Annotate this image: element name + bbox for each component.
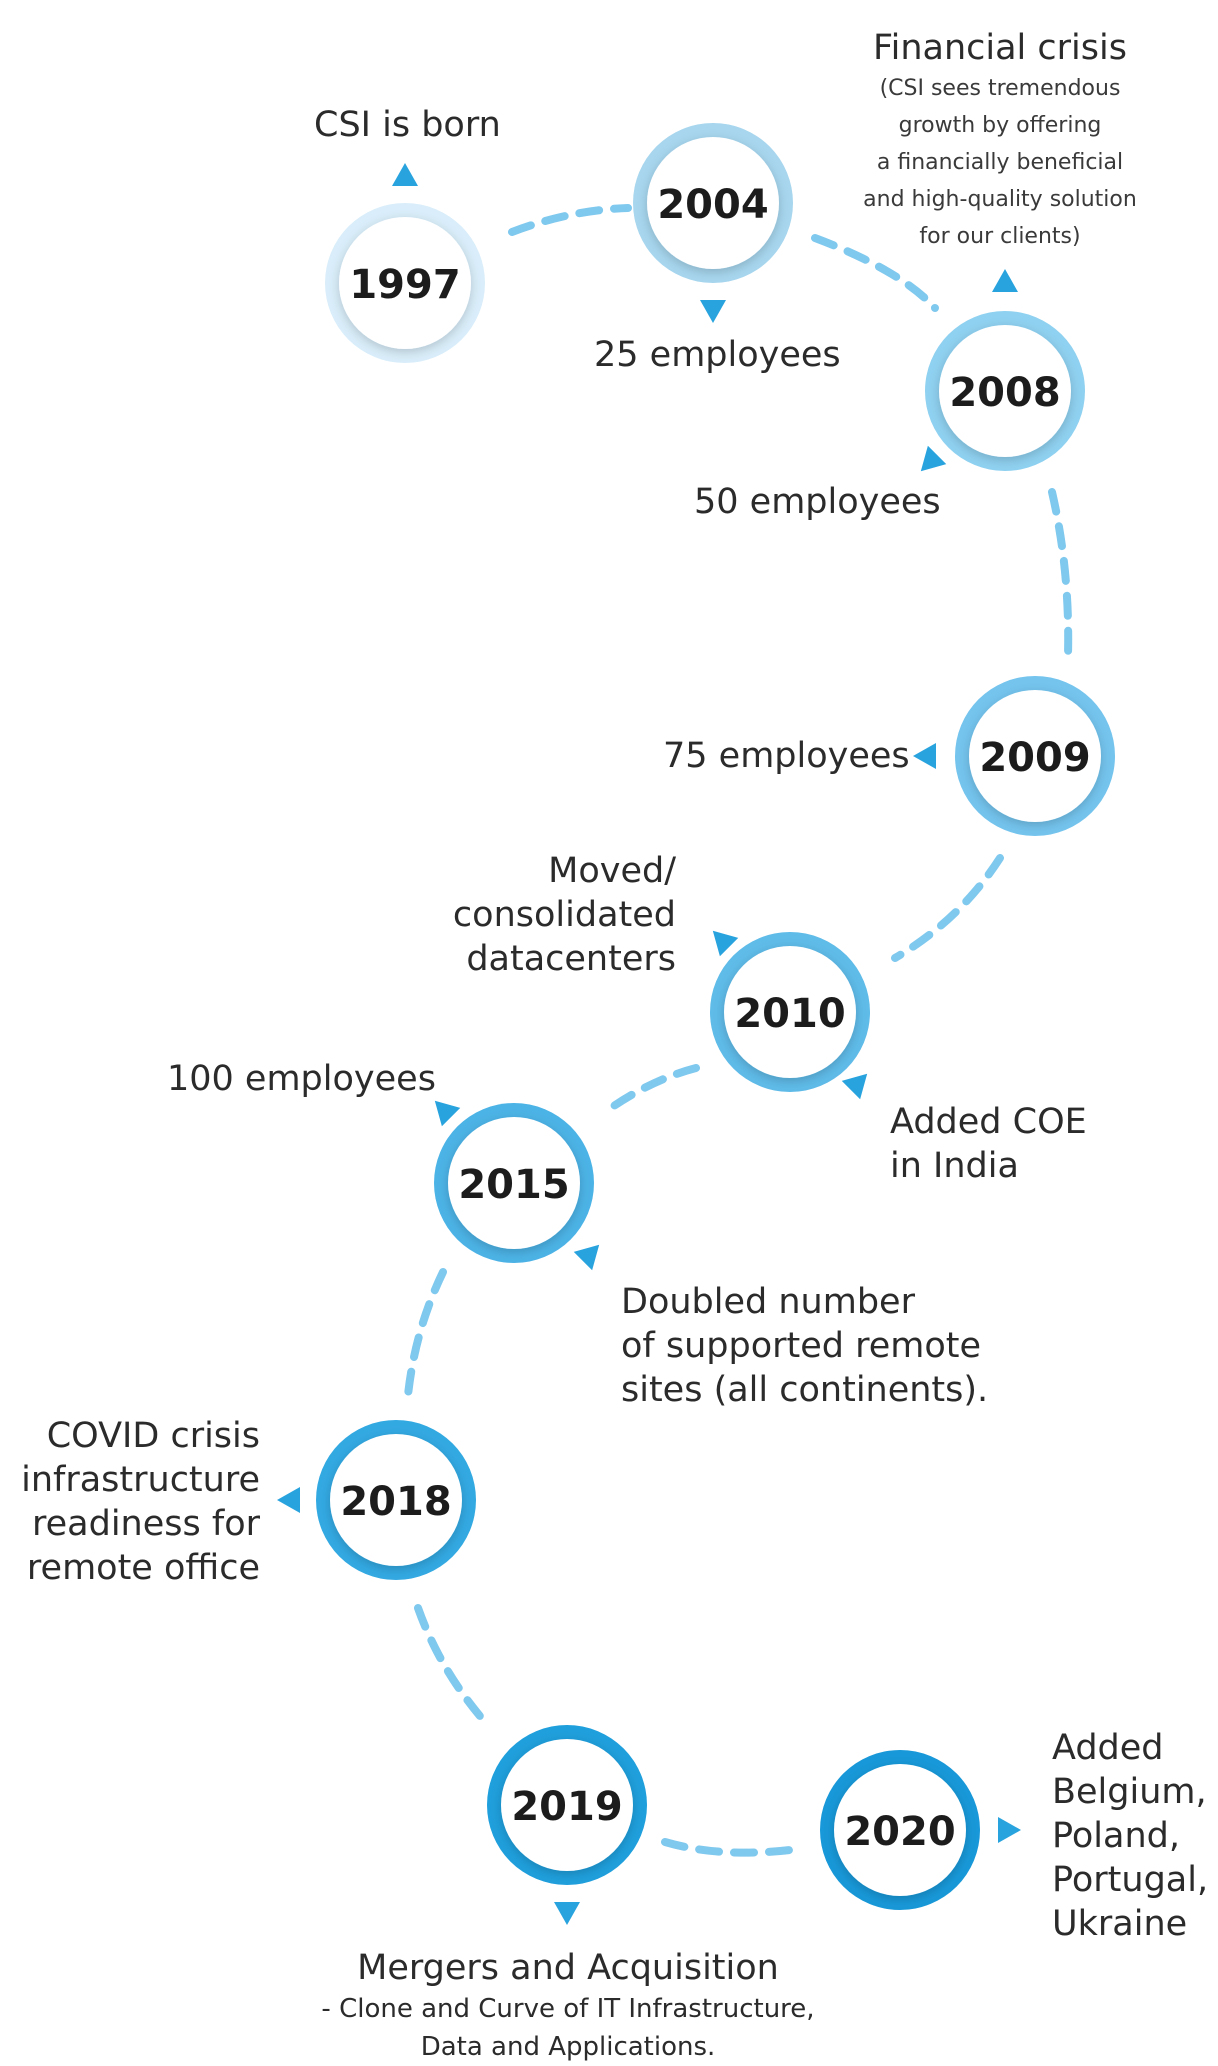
arrow-marker-5 xyxy=(712,930,739,957)
arrow-marker-9 xyxy=(277,1487,300,1513)
milestone-2004: 2004 xyxy=(633,123,793,283)
arrow-marker-0 xyxy=(392,163,418,186)
connector-4 xyxy=(601,1064,700,1116)
coe-line-1: Added COE xyxy=(890,1102,1087,1142)
milestone-2015: 2015 xyxy=(434,1103,594,1263)
arrow-marker-6 xyxy=(841,1073,868,1100)
milestone-2020: 2020 xyxy=(820,1750,980,1910)
milestone-disc xyxy=(724,946,856,1078)
arrow-marker-4 xyxy=(913,743,936,769)
label-25-employees: 25 employees xyxy=(594,335,841,375)
milestone-disc xyxy=(647,137,779,269)
covid-line-2: infrastructure xyxy=(21,1460,260,1500)
label-financial-crisis: Financial crisis (CSI sees tremendous gr… xyxy=(840,26,1160,255)
label-mergers: Mergers and Acquisition - Clone and Curv… xyxy=(268,1946,868,2066)
connector-0 xyxy=(508,204,632,236)
arrow-marker-8 xyxy=(573,1244,600,1271)
milestone-disc xyxy=(448,1117,580,1249)
added-line-5: Ukraine xyxy=(1052,1904,1188,1944)
timeline-arrows xyxy=(277,163,1021,1925)
connector-7 xyxy=(661,1838,794,1857)
label-100-employees: 100 employees xyxy=(167,1059,436,1099)
financial-crisis-detail-5: for our clients) xyxy=(919,224,1081,249)
covid-line-3: readiness for xyxy=(32,1504,260,1544)
milestone-2008: 2008 xyxy=(925,311,1085,471)
connector-3 xyxy=(891,854,1004,962)
mergers-detail-2: Data and Applications. xyxy=(420,2032,716,2062)
moved-line-3: datacenters xyxy=(466,939,676,979)
arrow-marker-2 xyxy=(992,269,1018,292)
financial-crisis-detail-4: and high-quality solution xyxy=(863,187,1137,212)
arrow-marker-7 xyxy=(434,1100,461,1127)
moved-line-1: Moved/ xyxy=(548,851,676,891)
arrow-marker-11 xyxy=(998,1817,1021,1843)
milestone-disc xyxy=(939,325,1071,457)
mergers-detail-1: - Clone and Curve of IT Infrastructure, xyxy=(321,1994,815,2024)
milestone-year: 2019 xyxy=(511,1784,622,1830)
doubled-line-1: Doubled number xyxy=(621,1282,915,1322)
connector-6 xyxy=(414,1604,489,1726)
milestone-year: 2018 xyxy=(340,1479,451,1525)
financial-crisis-title: Financial crisis xyxy=(873,28,1127,68)
milestone-2010: 2010 xyxy=(710,932,870,1092)
financial-crisis-detail-1: (CSI sees tremendous xyxy=(879,76,1121,101)
arrow-marker-1 xyxy=(700,300,726,323)
moved-line-2: consolidated xyxy=(452,895,676,935)
doubled-line-2: of supported remote xyxy=(621,1326,982,1366)
added-line-2: Belgium, xyxy=(1052,1772,1207,1812)
label-moved-datacenters: Moved/ consolidated datacenters xyxy=(420,849,676,981)
added-line-4: Portugal, xyxy=(1052,1860,1209,1900)
milestone-year: 2015 xyxy=(458,1162,569,1208)
arrow-marker-10 xyxy=(554,1902,580,1925)
milestone-year: 2010 xyxy=(734,991,845,1037)
milestone-2018: 2018 xyxy=(316,1420,476,1580)
financial-crisis-detail-3: a financially beneficial xyxy=(876,150,1124,175)
label-covid-crisis: COVID crisis infrastructure readiness fo… xyxy=(20,1414,260,1590)
mergers-title: Mergers and Acquisition xyxy=(357,1948,779,1988)
milestone-2019: 2019 xyxy=(487,1725,647,1885)
milestone-year: 2020 xyxy=(844,1809,955,1855)
covid-line-4: remote office xyxy=(26,1548,260,1588)
label-added-coe: Added COE in India xyxy=(890,1100,1087,1188)
milestone-2009: 2009 xyxy=(955,676,1115,836)
milestone-year: 1997 xyxy=(349,262,460,308)
milestone-1997: 1997 xyxy=(325,203,485,363)
coe-line-2: in India xyxy=(890,1146,1019,1186)
milestone-disc xyxy=(834,1764,966,1896)
financial-crisis-detail-2: growth by offering xyxy=(898,113,1102,138)
arrow-marker-3 xyxy=(920,445,947,472)
added-line-3: Poland, xyxy=(1052,1816,1180,1856)
milestone-year: 2009 xyxy=(979,735,1090,781)
milestone-disc xyxy=(501,1739,633,1871)
label-added-countries: Added Belgium, Poland, Portugal, Ukraine xyxy=(1052,1726,1208,1946)
connector-2 xyxy=(1048,488,1073,659)
milestone-year: 2008 xyxy=(949,370,1060,416)
milestone-disc xyxy=(969,690,1101,822)
connector-5 xyxy=(404,1268,447,1399)
covid-line-1: COVID crisis xyxy=(46,1416,260,1456)
milestone-disc xyxy=(330,1434,462,1566)
milestone-disc xyxy=(339,217,471,349)
label-doubled-sites: Doubled number of supported remote sites… xyxy=(621,1280,988,1412)
label-50-employees: 50 employees xyxy=(694,482,941,522)
timeline-milestones: 1997 2004 2008 2009 2010 2015 2018 2019 2020 xyxy=(316,123,1115,1910)
timeline-connectors xyxy=(404,204,1073,1857)
label-csi-born: CSI is born xyxy=(314,105,501,145)
milestone-year: 2004 xyxy=(657,182,768,228)
added-line-1: Added xyxy=(1052,1728,1164,1768)
doubled-line-3: sites (all continents). xyxy=(621,1370,989,1410)
label-75-employees: 75 employees xyxy=(663,736,910,776)
connector-1 xyxy=(811,234,939,312)
